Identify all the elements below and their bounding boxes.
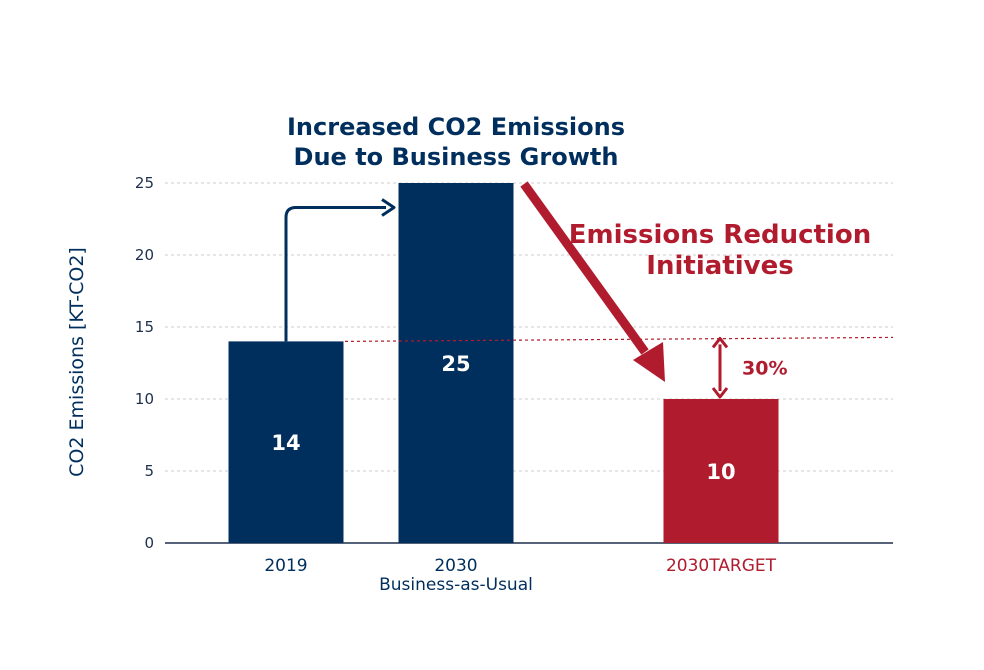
growth-annotation: Due to Business Growth bbox=[294, 143, 619, 171]
bar-value-label: 14 bbox=[271, 431, 300, 455]
percent-arrowhead-down bbox=[711, 387, 729, 399]
y-tick-label: 15 bbox=[135, 318, 154, 336]
baseline-reference-line bbox=[344, 336, 894, 342]
bar-2019 bbox=[228, 341, 344, 543]
percent-label: 30% bbox=[742, 358, 787, 380]
y-tick-label: 20 bbox=[135, 246, 154, 264]
growth-arrowhead bbox=[381, 198, 396, 217]
growth-annotation: Increased CO2 Emissions bbox=[287, 113, 625, 141]
y-tick-label: 25 bbox=[135, 174, 154, 192]
x-tick-label: 2030 bbox=[434, 556, 477, 576]
percent-arrowhead-up bbox=[711, 336, 729, 349]
growth-arrow bbox=[284, 205, 386, 342]
x-tick-label: 2030TARGET bbox=[666, 556, 777, 576]
x-tick-label: 2019 bbox=[264, 556, 307, 576]
y-axis-label: CO2 Emissions [KT-CO2] bbox=[66, 247, 88, 477]
bar-value-label: 25 bbox=[441, 352, 470, 376]
group-label: Business-as-Usual bbox=[379, 575, 533, 595]
bar-value-label: 10 bbox=[706, 460, 735, 484]
reduction-arrow bbox=[520, 181, 649, 355]
bar-2030 bbox=[398, 183, 514, 543]
reduction-annotation: Emissions Reduction bbox=[569, 220, 871, 250]
y-tick-label: 10 bbox=[135, 390, 154, 408]
y-tick-label: 0 bbox=[144, 534, 154, 552]
reduction-annotation: Initiatives bbox=[646, 251, 793, 281]
bar-2030target bbox=[663, 399, 779, 543]
reduction-arrowhead bbox=[633, 342, 665, 382]
y-tick-label: 5 bbox=[144, 462, 154, 480]
